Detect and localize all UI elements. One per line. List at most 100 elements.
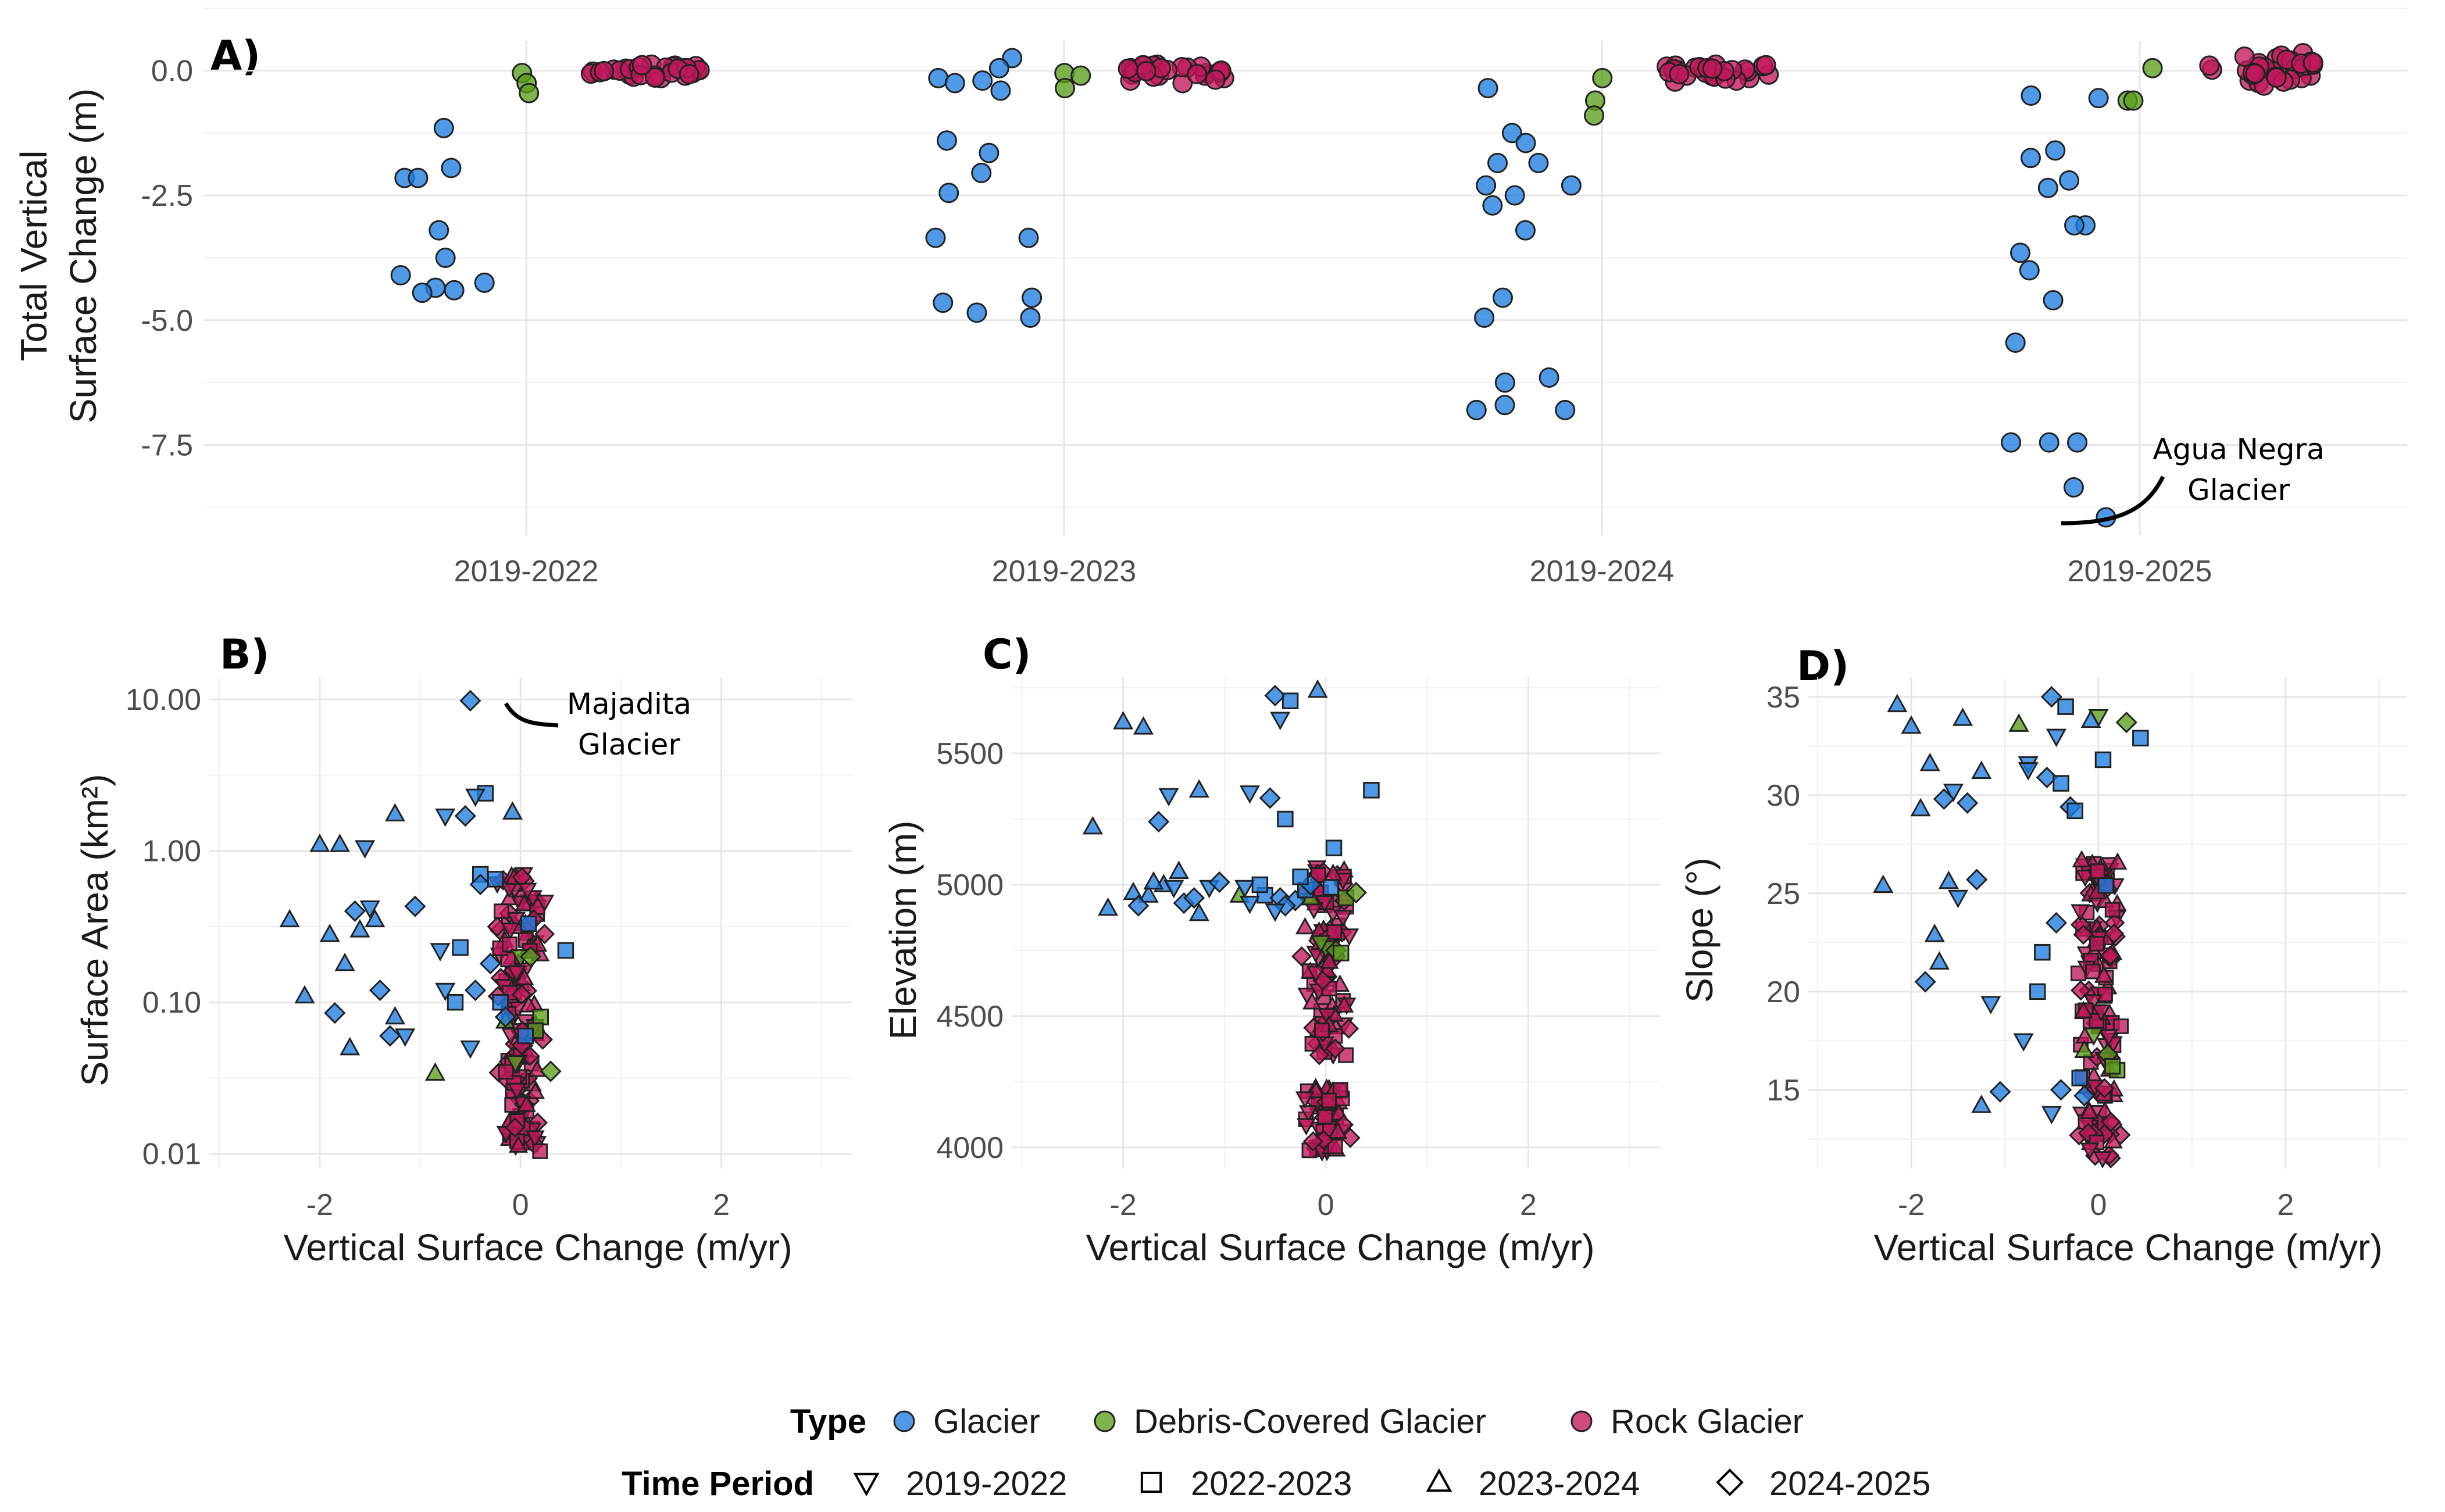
glacier-point: [2097, 877, 2115, 894]
panel-a-point-glacier: [1494, 372, 1515, 393]
debris-covered-glacier-point: [2074, 1039, 2095, 1058]
glacier-point: [1980, 996, 2001, 1014]
panel-a-point-rock-glacier: [594, 60, 615, 81]
panel-a-point-rock-glacier: [1136, 60, 1157, 81]
glacier-point: [1239, 785, 1260, 804]
legend-type-swatch: [1094, 1410, 1116, 1432]
panel-c-x-label: Vertical Surface Change (m/yr): [1086, 1227, 1595, 1268]
glacier-point: [435, 808, 456, 827]
glacier-point: [2018, 762, 2039, 781]
panel-a-point-glacier: [2088, 88, 2109, 109]
panel-a-point-rock-glacier: [2303, 52, 2323, 73]
panel-a-point-debris-covered-glacier: [1584, 105, 1605, 126]
rock-glacier-point: [2080, 1142, 2100, 1160]
rock-glacier-point: [2075, 870, 2095, 887]
panel-c-y-ticks: 4000 4500 5000 5500: [936, 737, 1004, 1165]
y-tick: 30: [1766, 779, 1800, 813]
glacier-point: [365, 909, 386, 928]
glacier-point: [1270, 712, 1291, 731]
rock-glacier-point: [534, 924, 555, 945]
panel-a-y-ticks: 0.0 -2.5 -5.0 -7.5: [141, 55, 193, 463]
panel-a-point-glacier: [1487, 152, 1508, 173]
glacier-point: [1292, 868, 1309, 885]
glacier-point: [1188, 779, 1209, 798]
rock-glacier-point: [1332, 1082, 1348, 1098]
rock-glacier-point: [1338, 1018, 1359, 1039]
rock-glacier-point: [1314, 1023, 1330, 1038]
rock-glacier-point: [515, 893, 534, 912]
glacier-point: [334, 952, 355, 971]
panel-a-y-tick: -5.0: [141, 304, 193, 338]
legend-type-items: Glacier Debris-Covered Glacier Rock Glacie…: [893, 1403, 1804, 1440]
glacier-point: [1097, 897, 1119, 916]
rock-glacier-point: [1295, 917, 1315, 935]
debris-covered-glacier-point: [2104, 1057, 2121, 1075]
glacier-point: [1933, 788, 1955, 810]
glacier-point: [1929, 951, 1950, 970]
y-tick: 10.00: [126, 683, 201, 717]
panel-a-point-glacier: [441, 158, 462, 178]
glacier-point: [344, 900, 366, 922]
glacier-point: [2036, 766, 2058, 789]
panel-a-point-rock-glacier: [1118, 58, 1138, 79]
panel-a-point-debris-covered-glacier: [1055, 78, 1076, 99]
glacier-point: [2132, 730, 2149, 747]
rock-glacier-point: [1302, 992, 1322, 1010]
rock-glacier-point: [2071, 980, 2091, 1001]
rock-glacier-point: [535, 895, 555, 912]
debris-covered-glacier-point: [2008, 713, 2029, 732]
panel-a-point-debris-covered-glacier: [1592, 67, 1613, 88]
glacier-point: [1971, 1095, 1992, 1113]
rock-glacier-point: [2100, 1111, 2121, 1132]
x-tick: 2: [1520, 1188, 1537, 1222]
glacier-point: [1138, 884, 1159, 903]
panel-d-y-label: Slope (°): [1679, 857, 1721, 1003]
debris-covered-glacier-point: [2083, 1027, 2104, 1046]
rock-glacier-point: [1321, 1092, 1337, 1109]
panel-a-point-glacier: [444, 280, 465, 301]
y-tick: 0.01: [142, 1138, 201, 1171]
debris-covered-glacier-point: [1332, 945, 1350, 961]
rock-glacier-point: [1328, 1121, 1348, 1139]
glacier-point: [479, 953, 502, 975]
glacier-point: [2050, 1079, 2072, 1101]
panel-d: D) 15 20 25 30 35 -2 0 2 Vertical Surface Chan…: [1679, 642, 2407, 1268]
panel-a-point-glacier: [966, 302, 987, 323]
panel-a-point-glacier: [1466, 399, 1487, 420]
legend-type-label: Glacier: [933, 1403, 1040, 1440]
glacier-point: [1183, 887, 1205, 909]
glacier-point: [1307, 679, 1328, 698]
rock-glacier-point: [2091, 1004, 2111, 1022]
rock-glacier-point: [2089, 935, 2105, 952]
rock-glacier-point: [1340, 928, 1359, 946]
legend-period-label: 2024-2025: [1769, 1465, 1930, 1503]
rock-glacier-point: [532, 1143, 548, 1159]
panel-a-point-glacier: [990, 80, 1011, 101]
panel-d-label: D): [1797, 642, 1849, 690]
legend-period-label: 2019-2022: [906, 1465, 1067, 1503]
panel-a-point-rock-glacier: [631, 55, 652, 76]
glacier-point: [1133, 716, 1154, 735]
panel-a-x-tick: 2019-2023: [992, 555, 1137, 588]
glacier-point: [324, 1002, 346, 1024]
legend-type-title: Type: [790, 1403, 866, 1440]
panel-a-point-glacier: [408, 167, 429, 188]
panel-a-point-glacier: [390, 265, 411, 286]
panel-a-point-glacier: [1022, 287, 1043, 308]
panel-a: A) 0.0-2.5-5.0-7.5 2019-2022 2019-2023 201…: [13, 8, 2407, 588]
panel-a-y-tick: -2.5: [141, 179, 193, 213]
panel-a-point-glacier: [925, 227, 946, 248]
legend-type-swatch: [1570, 1410, 1593, 1432]
glacier-point: [1873, 874, 1894, 893]
panel-a-point-glacier: [979, 142, 1000, 163]
glacier-point: [460, 1040, 481, 1059]
glacier-point: [1208, 871, 1230, 893]
panel-a-point-glacier: [933, 292, 954, 313]
rock-glacier-point: [506, 965, 526, 983]
debris-covered-glacier-point: [519, 946, 542, 968]
x-tick: 0: [2090, 1188, 2107, 1222]
panel-a-point-rock-glacier: [2266, 67, 2287, 88]
glacier-point: [465, 788, 486, 807]
rock-glacier-point: [1317, 1008, 1337, 1025]
panel-a-point-rock-glacier: [1205, 69, 1226, 90]
